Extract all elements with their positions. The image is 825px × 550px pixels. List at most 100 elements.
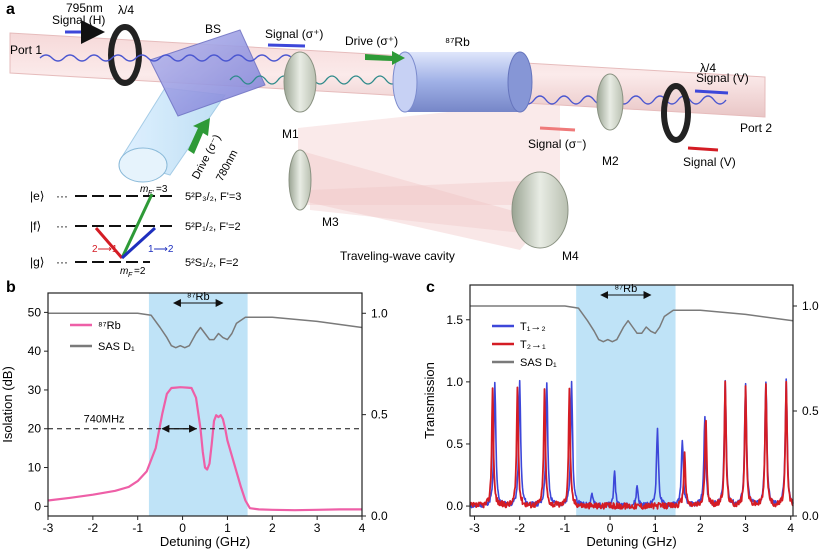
- qwp-left-label: λ/4: [118, 3, 134, 17]
- svg-text:m: m: [120, 266, 128, 277]
- x-tick-label: -3: [469, 521, 480, 535]
- chart-b-series: [47, 312, 363, 512]
- signal-wave-mid: [229, 75, 411, 85]
- x-tick-label: 3: [742, 521, 749, 535]
- panel-label-a: a: [6, 1, 15, 18]
- svg-text:5²P₃/₂, F'=3: 5²P₃/₂, F'=3: [185, 191, 241, 203]
- chart-c-axes: -3 -2 -1 0 1 2 3 4 0.0 0.5 1.0 1.5 0.0 0.5 1.0: [446, 284, 819, 535]
- signal-sm-arrow: [539, 126, 576, 132]
- y2-tick-label: 1.0: [802, 299, 819, 313]
- svg-text:F: F: [128, 272, 133, 279]
- drive-beam-end: [118, 147, 168, 183]
- qwp-right: [661, 83, 691, 143]
- blue-transition: [120, 226, 157, 260]
- svg-text:=2: =2: [134, 266, 146, 277]
- y-axis-label: Isolation (dB): [0, 366, 15, 443]
- y-tick-label: 10: [28, 461, 42, 475]
- svg-text:1⟶2: 1⟶2: [148, 244, 174, 255]
- legend-label: T₂→₁: [520, 339, 546, 351]
- rb-cell-right-face: [507, 51, 533, 113]
- wl780-label: 780nm: [214, 148, 240, 183]
- signal-sp-in-label: Signal (σ⁺): [265, 27, 323, 41]
- chart-c-labels: Detuning (GHz) Transmission ⁸⁷Rb T₁→₂ T₂→₁ SA…: [422, 283, 677, 549]
- x-tick-label: 2: [697, 521, 704, 535]
- x-tick-label: 2: [269, 521, 276, 535]
- legend-label: SAS D₁: [520, 357, 557, 369]
- panel-c-transmission-chart: c -3 -2 -1 0 1 2 3 4 0.0 0.5 1.0 1.5 0.0 0.5 1.0 Detun…: [422, 279, 819, 549]
- energy-level-diagram: |e⟩ |f⟩ |g⟩ ··· ··· ··· m F' =3 m F =2 2…: [30, 184, 241, 279]
- series-rb87-isolation: [47, 386, 362, 512]
- y-tick-label: 0.5: [446, 437, 463, 451]
- svg-text:=3: =3: [156, 184, 168, 195]
- drive-sm-arrow: [188, 118, 210, 154]
- bs-label: BS: [205, 22, 221, 36]
- chart-b-labels: Detuning (GHz) Isolation (dB) ⁸⁷Rb 740MHz ⁸⁷…: [0, 291, 362, 549]
- legend-label: SAS D₁: [98, 341, 135, 353]
- signal-sm-label: Signal (σ⁻): [528, 137, 586, 151]
- y-tick-label: 1.0: [446, 375, 463, 389]
- legend-label: ⁸⁷Rb: [98, 320, 121, 332]
- green-transition: [120, 193, 154, 259]
- band-label: ⁸⁷Rb: [615, 283, 638, 295]
- x-tick-label: 1: [652, 521, 659, 535]
- x-tick-label: -1: [560, 521, 571, 535]
- y-tick-label: 40: [28, 344, 42, 358]
- rb-cell-body: [405, 52, 520, 112]
- x-tick-label: -1: [132, 521, 143, 535]
- signal-sp-in-arrow: [267, 43, 306, 48]
- svg-text:M2: M2: [602, 154, 619, 168]
- y-tick-label: 20: [28, 422, 42, 436]
- x-tick-label: -3: [43, 521, 54, 535]
- rb-cell-label: ⁸⁷Rb: [445, 35, 470, 49]
- y-tick-label: 50: [28, 305, 42, 319]
- y2-tick-label: 0.0: [371, 509, 388, 523]
- y-tick-label: 0.0: [446, 499, 463, 513]
- svg-text:m: m: [140, 184, 148, 195]
- y2-tick-label: 0.0: [802, 509, 819, 523]
- level-g-label: |g⟩: [30, 255, 44, 269]
- mirror-m2: M2: [596, 73, 624, 168]
- svg-text:2⟶1: 2⟶1: [92, 244, 118, 255]
- cavity-beam-cross: [310, 180, 545, 235]
- port1-label: Port 1: [10, 43, 42, 57]
- chart-c-band: [576, 285, 676, 516]
- y-tick-label: 1.5: [446, 313, 463, 327]
- cavity-beam-upper: [298, 100, 560, 205]
- rb-band: [576, 285, 676, 516]
- signal-v-in-label: Signal (V): [683, 155, 736, 169]
- x-tick-label: 1: [224, 521, 231, 535]
- annotation-740mhz: 740MHz: [84, 414, 125, 426]
- svg-text:···: ···: [56, 189, 68, 203]
- x-tick-label: -2: [514, 521, 525, 535]
- y2-tick-label: 0.5: [802, 404, 819, 418]
- level-e-label: |e⟩: [30, 189, 44, 203]
- mirror-m4: M4: [511, 171, 579, 263]
- signal-v-in-arrow: [687, 146, 719, 152]
- y-tick-label: 30: [28, 383, 42, 397]
- y-tick-label: 0: [34, 499, 41, 513]
- plot-frame: [47, 292, 363, 517]
- panel-label-c: c: [426, 279, 435, 296]
- panel-label-b: b: [6, 279, 16, 296]
- mirror-m1: M1: [282, 51, 317, 141]
- y-axis-label: Transmission: [422, 362, 437, 439]
- band-label: ⁸⁷Rb: [187, 291, 210, 303]
- svg-text:···: ···: [56, 219, 68, 233]
- x-axis-label: Detuning (GHz): [160, 534, 250, 549]
- x-tick-label: 4: [787, 521, 794, 535]
- svg-text:F': F': [148, 190, 154, 197]
- cavity-label: Traveling-wave cavity: [340, 249, 455, 263]
- wl795-label: 795nm: [66, 1, 103, 15]
- mirror-m3: M3: [288, 149, 339, 229]
- svg-text:M1: M1: [282, 127, 299, 141]
- y2-tick-label: 1.0: [371, 306, 388, 320]
- level-f-label: |f⟩: [30, 219, 41, 233]
- series-sas-d1: [470, 305, 794, 343]
- signal-v-out-arrow: [694, 89, 729, 95]
- x-tick-label: -2: [88, 521, 99, 535]
- plot-frame: [469, 284, 794, 517]
- beam-splitter: [149, 29, 266, 117]
